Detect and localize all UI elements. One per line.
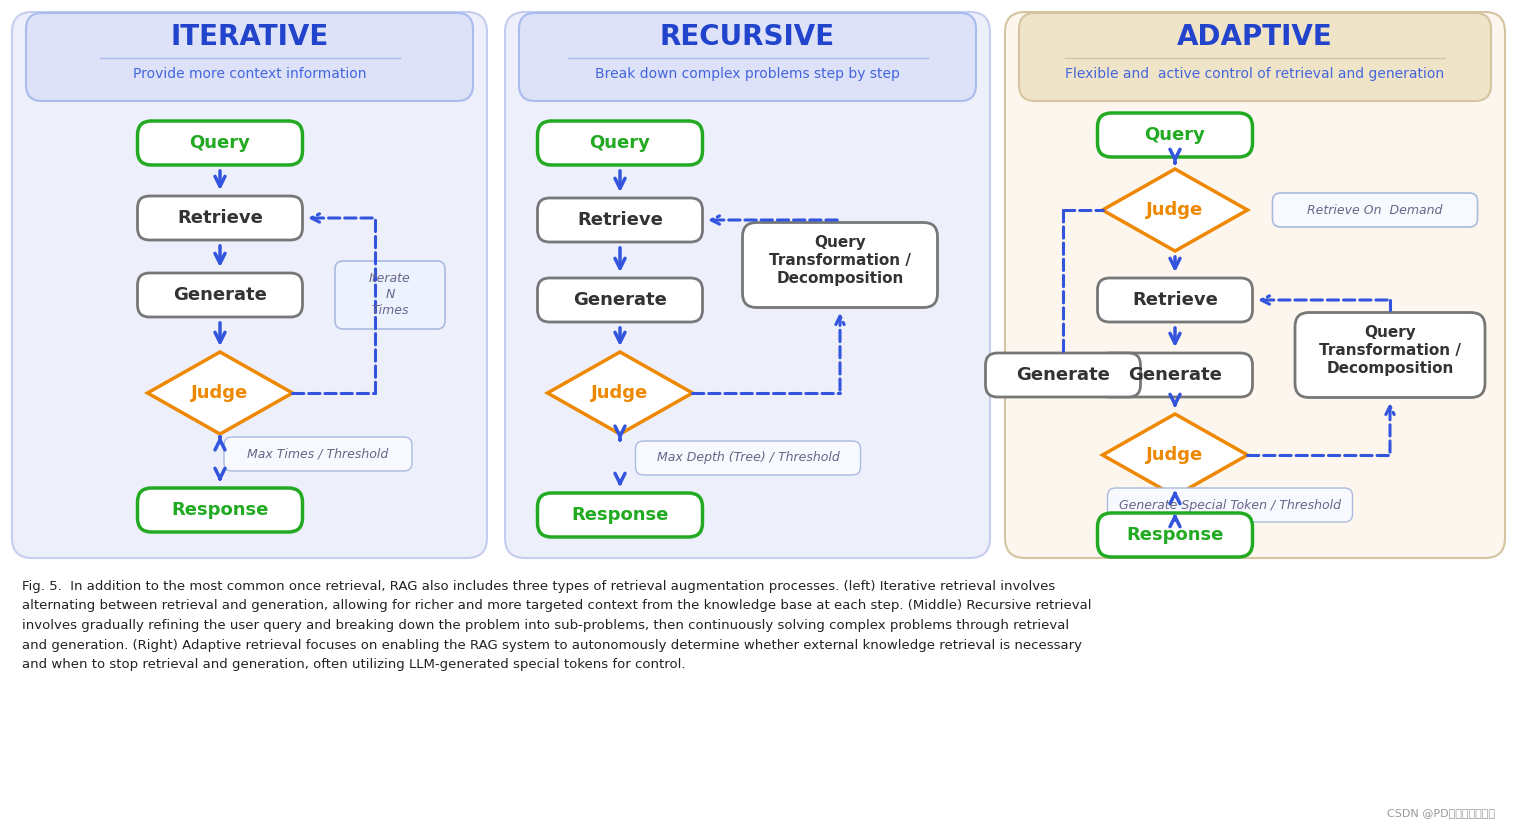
- Text: Transformation /: Transformation /: [1319, 343, 1462, 358]
- FancyBboxPatch shape: [137, 196, 303, 240]
- FancyBboxPatch shape: [537, 121, 703, 165]
- Text: Transformation /: Transformation /: [770, 254, 911, 269]
- Text: Flexible and  active control of retrieval and generation: Flexible and active control of retrieval…: [1065, 67, 1445, 81]
- Polygon shape: [1103, 414, 1247, 496]
- FancyBboxPatch shape: [1294, 313, 1484, 398]
- Text: ADAPTIVE: ADAPTIVE: [1177, 23, 1332, 51]
- FancyBboxPatch shape: [537, 198, 703, 242]
- Text: Judge: Judge: [592, 384, 648, 402]
- Text: RECURSIVE: RECURSIVE: [660, 23, 835, 51]
- FancyBboxPatch shape: [1273, 193, 1477, 227]
- Text: Judge: Judge: [1147, 446, 1203, 464]
- Text: Max Times / Threshold: Max Times / Threshold: [248, 447, 389, 461]
- FancyBboxPatch shape: [1098, 278, 1252, 322]
- Text: Max Depth (Tree) / Threshold: Max Depth (Tree) / Threshold: [657, 452, 840, 465]
- Text: CSDN @PD我是你的真爱粉: CSDN @PD我是你的真爱粉: [1387, 808, 1495, 818]
- Text: Retrieve: Retrieve: [576, 211, 663, 229]
- Text: Generate: Generate: [1016, 366, 1110, 384]
- Text: Generate: Generate: [173, 286, 268, 304]
- FancyBboxPatch shape: [137, 121, 303, 165]
- FancyBboxPatch shape: [335, 261, 446, 329]
- Text: Generate: Generate: [573, 291, 666, 309]
- FancyBboxPatch shape: [742, 222, 937, 308]
- FancyBboxPatch shape: [1107, 488, 1352, 522]
- FancyBboxPatch shape: [1005, 12, 1504, 558]
- Text: Query: Query: [1145, 126, 1206, 144]
- FancyBboxPatch shape: [636, 441, 861, 475]
- Text: Provide more context information: Provide more context information: [132, 67, 367, 81]
- Text: Times: Times: [371, 304, 409, 318]
- Text: Generate Special Token / Threshold: Generate Special Token / Threshold: [1119, 499, 1342, 512]
- Text: Retrieve: Retrieve: [1132, 291, 1218, 309]
- Text: Query: Query: [190, 134, 251, 152]
- Text: Iterate: Iterate: [370, 273, 411, 285]
- FancyBboxPatch shape: [224, 437, 412, 471]
- Text: Retrieve On  Demand: Retrieve On Demand: [1308, 203, 1443, 217]
- Text: Query: Query: [814, 236, 865, 251]
- Text: Judge: Judge: [1147, 201, 1203, 219]
- FancyBboxPatch shape: [505, 12, 990, 558]
- FancyBboxPatch shape: [137, 273, 303, 317]
- Text: ITERATIVE: ITERATIVE: [170, 23, 329, 51]
- Polygon shape: [148, 352, 292, 434]
- Text: Retrieve: Retrieve: [176, 209, 263, 227]
- FancyBboxPatch shape: [12, 12, 487, 558]
- Text: Judge: Judge: [192, 384, 248, 402]
- Text: Response: Response: [572, 506, 669, 524]
- Polygon shape: [548, 352, 692, 434]
- FancyBboxPatch shape: [519, 13, 976, 101]
- FancyBboxPatch shape: [1098, 513, 1252, 557]
- Text: Fig. 5.  In addition to the most common once retrieval, RAG also includes three : Fig. 5. In addition to the most common o…: [21, 580, 1092, 671]
- Text: Query: Query: [590, 134, 651, 152]
- Text: N: N: [385, 289, 394, 302]
- FancyBboxPatch shape: [1098, 353, 1252, 397]
- Text: Response: Response: [172, 501, 269, 519]
- FancyBboxPatch shape: [537, 278, 703, 322]
- Polygon shape: [1103, 169, 1247, 251]
- FancyBboxPatch shape: [1019, 13, 1491, 101]
- FancyBboxPatch shape: [1098, 113, 1252, 157]
- Text: Generate: Generate: [1129, 366, 1221, 384]
- FancyBboxPatch shape: [26, 13, 473, 101]
- FancyBboxPatch shape: [537, 493, 703, 537]
- Text: Decomposition: Decomposition: [776, 271, 903, 286]
- Text: Response: Response: [1127, 526, 1224, 544]
- FancyBboxPatch shape: [137, 488, 303, 532]
- Text: Query: Query: [1364, 326, 1416, 341]
- Text: Break down complex problems step by step: Break down complex problems step by step: [595, 67, 900, 81]
- Text: Decomposition: Decomposition: [1326, 361, 1454, 376]
- FancyBboxPatch shape: [986, 353, 1141, 397]
